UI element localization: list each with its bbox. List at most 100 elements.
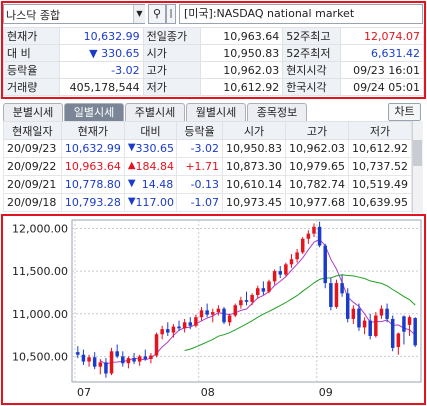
tab-0[interactable]: 분별시세	[3, 103, 63, 121]
candle-body	[194, 317, 198, 326]
quote-value: 10,962.03	[200, 61, 284, 79]
high-cell: 10,782.74	[285, 175, 349, 194]
candle-body	[132, 358, 136, 362]
candle-body	[109, 351, 114, 374]
change-value: 330.65	[135, 142, 175, 155]
tab-3[interactable]: 월별시세	[186, 103, 246, 121]
ma-long-line	[184, 274, 416, 351]
candle-body	[261, 288, 266, 292]
stock-search-value: 나스닥 종합	[6, 9, 61, 22]
change-cell: ▲ 184.84	[123, 157, 178, 176]
open-cell: 10,950.83	[222, 139, 287, 158]
quote-label: 현재가	[3, 27, 60, 45]
search-icon[interactable]: ⚲	[148, 4, 166, 24]
low-cell: 10,519.49	[348, 175, 412, 194]
candle-body	[407, 317, 412, 325]
candle-body	[239, 300, 243, 306]
candle-body	[390, 318, 395, 348]
candle-body	[284, 264, 288, 275]
open-cell: 10,610.14	[222, 175, 287, 194]
candle-body	[250, 295, 254, 302]
candle-body	[256, 288, 260, 296]
price-chart: 12,000.00 11,500.00 11,000.00 10,500.00 07 08…	[12, 219, 422, 399]
down-arrow-icon: ▼	[127, 196, 136, 207]
candle-body	[289, 259, 294, 265]
column-header[interactable]: 고가	[285, 121, 349, 140]
column-header[interactable]: 대비	[123, 121, 178, 140]
table-row[interactable]: 20/09/23 10,632.99 ▼ 330.65 -3.02 10,950.83 10…	[3, 139, 412, 158]
up-arrow-icon: ▲	[127, 160, 136, 171]
candle-body	[143, 356, 148, 359]
table-row[interactable]: 20/09/22 10,963.64 ▲ 184.84 +1.71 10,873.30 10…	[3, 157, 412, 176]
highlight-box-quote	[1, 1, 426, 99]
candle-body	[98, 362, 103, 367]
candle-body	[211, 312, 215, 315]
candle-body	[126, 358, 131, 364]
date-cell: 20/09/22	[3, 157, 62, 176]
chevron-down-icon[interactable]: ▼	[133, 5, 145, 23]
column-header[interactable]: 시가	[222, 121, 287, 140]
down-arrow-icon: ▼	[127, 178, 136, 189]
market-name-field: [미국]:NASDAQ national market	[179, 4, 423, 24]
change-cell: ▼ 330.65	[123, 139, 178, 158]
table-row[interactable]: 20/09/18 10,793.28 ▼ 117.00 -1.07 10,973.45 10…	[3, 193, 412, 212]
date-cell: 20/09/23	[3, 139, 62, 158]
candle-body	[87, 357, 91, 362]
column-header[interactable]: 등락율	[176, 121, 224, 140]
rate-cell: -3.02	[176, 139, 224, 158]
rate-cell: +1.71	[176, 157, 224, 176]
tab-1[interactable]: 일별시세	[64, 103, 124, 121]
candle-body	[340, 283, 344, 294]
low-cell: 10,612.92	[348, 139, 412, 158]
scroll-thumb[interactable]	[413, 140, 422, 166]
quote-label: 시가	[142, 44, 202, 62]
candle-body	[374, 315, 378, 336]
candle-body	[115, 351, 119, 357]
candle-body	[317, 226, 322, 246]
history-button[interactable]: |	[166, 4, 176, 24]
candle-body	[104, 362, 108, 374]
y-tick-label: 12,000.00	[12, 223, 68, 236]
quote-label: 52주최고	[282, 27, 342, 45]
column-header[interactable]: 현재가	[60, 121, 125, 140]
high-cell: 10,979.65	[285, 157, 349, 176]
quote-label: 등락율	[3, 61, 60, 79]
candle-body	[81, 354, 86, 362]
candle-body	[222, 308, 226, 323]
quote-value: 405,178,544	[58, 78, 144, 96]
candle-body	[413, 318, 417, 346]
open-cell: 10,873.30	[222, 157, 287, 176]
candle-body	[149, 355, 153, 359]
quote-value: 10,632.99	[58, 27, 144, 45]
change-value: 184.84	[135, 160, 175, 173]
candle-body	[182, 322, 187, 329]
column-header[interactable]: 현재일자	[3, 121, 62, 140]
candle-body	[199, 310, 204, 318]
column-header[interactable]: 저가	[348, 121, 412, 140]
candle-body	[188, 322, 193, 326]
candle-body	[357, 308, 361, 328]
table-scrollbar[interactable]	[412, 121, 423, 213]
chart-button[interactable]: 차트	[388, 103, 421, 121]
daily-quotes-table: 현재일자 현재가 대비 등락율 시가 고가 저가 20/09/23 10,632.99 ▼ 330…	[3, 121, 412, 212]
candle-body	[295, 252, 299, 260]
down-arrow-icon: ▼	[127, 142, 136, 153]
tab-2[interactable]: 주별시세	[125, 103, 185, 121]
candle-body	[312, 226, 316, 234]
rate-cell: -1.07	[176, 193, 224, 212]
change-cell: ▼ 117.00	[123, 193, 178, 212]
tab-4[interactable]: 종목정보	[247, 103, 307, 121]
change-value: 117.00	[135, 196, 175, 209]
change-cell: ▼ 14.48	[123, 175, 178, 194]
y-tick-label: 11,000.00	[12, 308, 68, 321]
quote-label: 저가	[142, 78, 202, 96]
high-cell: 10,977.68	[285, 193, 349, 212]
candle-body	[244, 300, 249, 302]
quote-label: 대 비	[3, 44, 60, 62]
low-cell: 10,639.95	[348, 193, 412, 212]
change-value: 14.48	[141, 178, 174, 191]
quote-value: 10,963.64	[200, 27, 284, 45]
quote-value: 09/24 05:01	[340, 78, 424, 96]
quote-label: 한국시각	[282, 78, 342, 96]
table-row[interactable]: 20/09/21 10,778.80 ▼ 14.48 -0.13 10,610.14 10,…	[3, 175, 412, 194]
